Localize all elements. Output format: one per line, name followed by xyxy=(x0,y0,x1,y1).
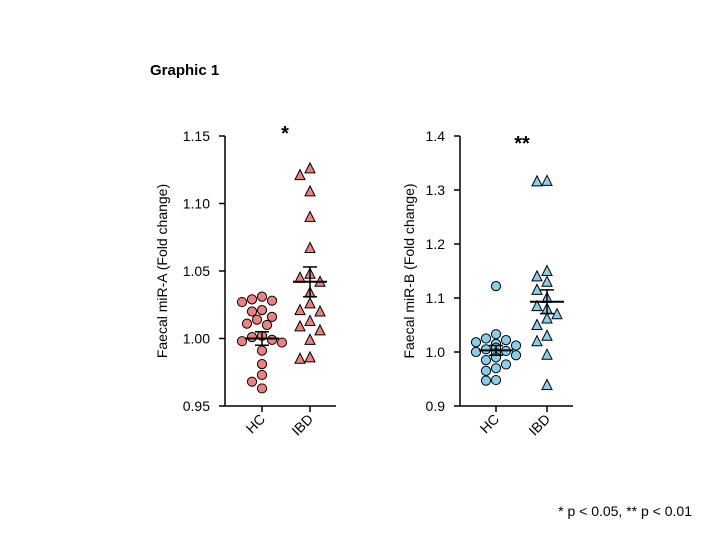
data-point-hc xyxy=(241,318,253,329)
data-point-hc xyxy=(276,337,288,348)
data-point-ibd xyxy=(294,303,306,316)
data-point-ibd xyxy=(304,314,316,326)
data-point-ibd xyxy=(531,299,543,312)
y-tick-label: 1.4 xyxy=(426,128,446,144)
data-point-hc xyxy=(490,363,502,374)
data-point-ibd xyxy=(541,264,553,276)
data-point-hc xyxy=(256,345,268,356)
data-point-ibd xyxy=(541,311,553,324)
data-point-hc xyxy=(480,365,492,376)
data-point-hc xyxy=(256,359,268,370)
data-point-ibd xyxy=(531,318,543,330)
data-point-hc xyxy=(480,355,492,366)
data-point-hc xyxy=(490,281,502,292)
data-point-ibd xyxy=(314,304,326,317)
data-point-ibd xyxy=(531,269,543,282)
data-point-hc xyxy=(470,337,482,348)
x-tick-label-hc: HC xyxy=(476,411,502,437)
y-tick-label: 0.9 xyxy=(426,398,446,414)
data-point-hc xyxy=(251,314,263,325)
data-point-ibd xyxy=(304,241,316,254)
data-point-ibd xyxy=(541,174,553,186)
data-point-ibd xyxy=(294,271,306,283)
data-point-hc xyxy=(256,369,268,381)
x-tick-label-ibd: IBD xyxy=(525,411,553,439)
data-point-ibd xyxy=(304,350,316,363)
significance-footnote: * p < 0.05, ** p < 0.01 xyxy=(558,503,692,519)
data-point-hc xyxy=(470,346,482,358)
y-tick-label: 1.3 xyxy=(426,182,446,198)
data-point-ibd xyxy=(304,210,316,222)
data-point-ibd xyxy=(531,334,543,347)
data-point-hc xyxy=(266,295,278,306)
y-axis-label: Faecal miR-B (Fold change) xyxy=(401,183,417,358)
data-point-ibd xyxy=(531,174,543,187)
data-point-hc xyxy=(490,329,502,340)
data-point-ibd xyxy=(304,184,316,197)
y-axis-label: Faecal miR-A (Fold change) xyxy=(154,184,170,358)
data-point-hc xyxy=(256,305,268,316)
panel-mir-a: 0.95 1.00 1.05 1.10 1.15 HC IBD Faecal miR-A (F… xyxy=(154,123,336,439)
data-point-ibd xyxy=(541,378,553,390)
y-tick-label: 1.15 xyxy=(183,128,210,144)
data-point-hc xyxy=(500,359,512,370)
data-point-ibd xyxy=(294,352,306,364)
data-point-hc xyxy=(266,334,278,345)
data-point-hc xyxy=(266,311,278,322)
data-point-ibd xyxy=(541,275,553,287)
data-point-hc xyxy=(261,319,273,331)
significance-marker: ** xyxy=(514,133,530,155)
data-point-ibd xyxy=(304,161,316,174)
data-point-ibd xyxy=(541,348,553,360)
data-point-hc xyxy=(510,350,522,361)
data-point-hc xyxy=(480,333,492,344)
figure-title: Graphic 1 xyxy=(150,62,220,79)
data-point-ibd xyxy=(541,329,553,341)
data-point-hc xyxy=(480,375,492,386)
data-point-hc xyxy=(256,383,268,394)
data-point-hc xyxy=(246,306,258,317)
data-point-hc xyxy=(246,332,258,343)
y-tick-label: 1.0 xyxy=(426,344,446,360)
data-point-ibd xyxy=(314,323,326,336)
data-point-hc xyxy=(246,294,258,305)
data-point-hc xyxy=(236,296,248,308)
y-tick-label: 1.10 xyxy=(183,196,210,212)
y-tick-label: 1.05 xyxy=(183,263,210,279)
data-point-hc xyxy=(236,336,248,347)
data-point-ibd xyxy=(294,319,306,332)
y-tick-label: 0.95 xyxy=(183,398,210,414)
data-point-ibd xyxy=(304,296,316,309)
x-tick-label-ibd: IBD xyxy=(288,411,316,439)
data-point-ibd xyxy=(294,168,306,181)
significance-marker: * xyxy=(281,123,289,145)
y-tick-label: 1.1 xyxy=(426,290,446,306)
data-point-hc xyxy=(490,374,502,386)
data-point-hc xyxy=(510,340,522,351)
data-point-ibd xyxy=(531,283,543,295)
data-point-hc xyxy=(500,335,512,346)
x-tick-label-hc: HC xyxy=(242,411,268,437)
data-point-hc xyxy=(246,376,258,387)
y-tick-label: 1.2 xyxy=(426,236,446,252)
y-tick-label: 1.00 xyxy=(183,331,210,347)
data-point-ibd xyxy=(551,307,563,320)
panel-mir-b: 0.9 1.0 1.1 1.2 1.3 1.4 HC IBD Faecal miR-B (Fol… xyxy=(401,128,573,439)
data-point-hc xyxy=(480,344,492,355)
data-point-ibd xyxy=(304,333,316,345)
data-point-hc xyxy=(256,291,268,302)
